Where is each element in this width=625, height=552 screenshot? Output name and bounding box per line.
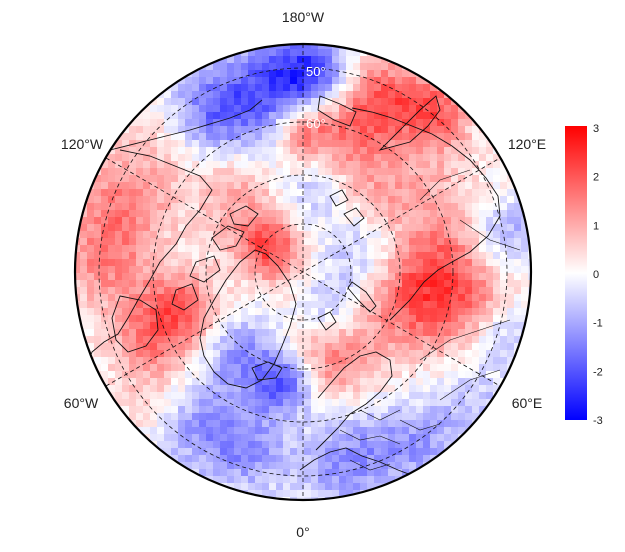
scandinavia-coastline — [315, 351, 393, 451]
colorbar-ticks: 3 2 1 0 -1 -2 -3 — [593, 123, 603, 427]
coastlines — [83, 95, 521, 477]
map-boundary — [73, 42, 533, 502]
colorbar-tick-label: -1 — [593, 318, 603, 330]
colorbar-gradient — [565, 126, 587, 420]
colorbar: 3 2 1 0 -1 -2 -3 — [565, 123, 603, 427]
latitude-circle-70 — [205, 174, 401, 370]
longitude-label-120w: 120°W — [61, 136, 104, 152]
canadian-archipelago — [171, 205, 259, 311]
colorbar-tick-label: 3 — [593, 123, 599, 135]
siberia-coastline — [351, 107, 501, 321]
colorbar-tick-label: 2 — [593, 172, 599, 184]
longitude-label-60e: 60°E — [512, 395, 543, 411]
colorbar-tick-label: -3 — [593, 415, 603, 427]
greenland-coastline — [199, 249, 297, 389]
colorbar-tick-label: -2 — [593, 366, 603, 378]
chukotka — [317, 95, 357, 127]
latitude-circle-80 — [254, 223, 352, 321]
alaska-coast — [109, 99, 263, 151]
longitude-label-120e: 120°E — [508, 136, 546, 152]
latitude-label-60: 60° — [306, 116, 326, 131]
latitude-circle-60 — [152, 121, 454, 423]
graticule — [98, 44, 508, 500]
europe-borders — [339, 409, 441, 471]
longitude-label-180w: 180°W — [282, 9, 325, 25]
meridian-120e-60w — [105, 157, 501, 387]
kamchatka — [378, 95, 441, 151]
iceland — [251, 361, 283, 381]
asia-borders — [419, 169, 521, 401]
latitude-label-50: 50° — [306, 64, 326, 79]
longitude-label-0: 0° — [296, 524, 309, 540]
new-siberian-islands — [329, 189, 365, 227]
colorbar-tick-label: 0 — [593, 269, 599, 281]
colorbar-tick-label: 1 — [593, 220, 599, 232]
longitude-label-60w: 60°W — [64, 395, 99, 411]
hudson-bay — [111, 295, 159, 353]
